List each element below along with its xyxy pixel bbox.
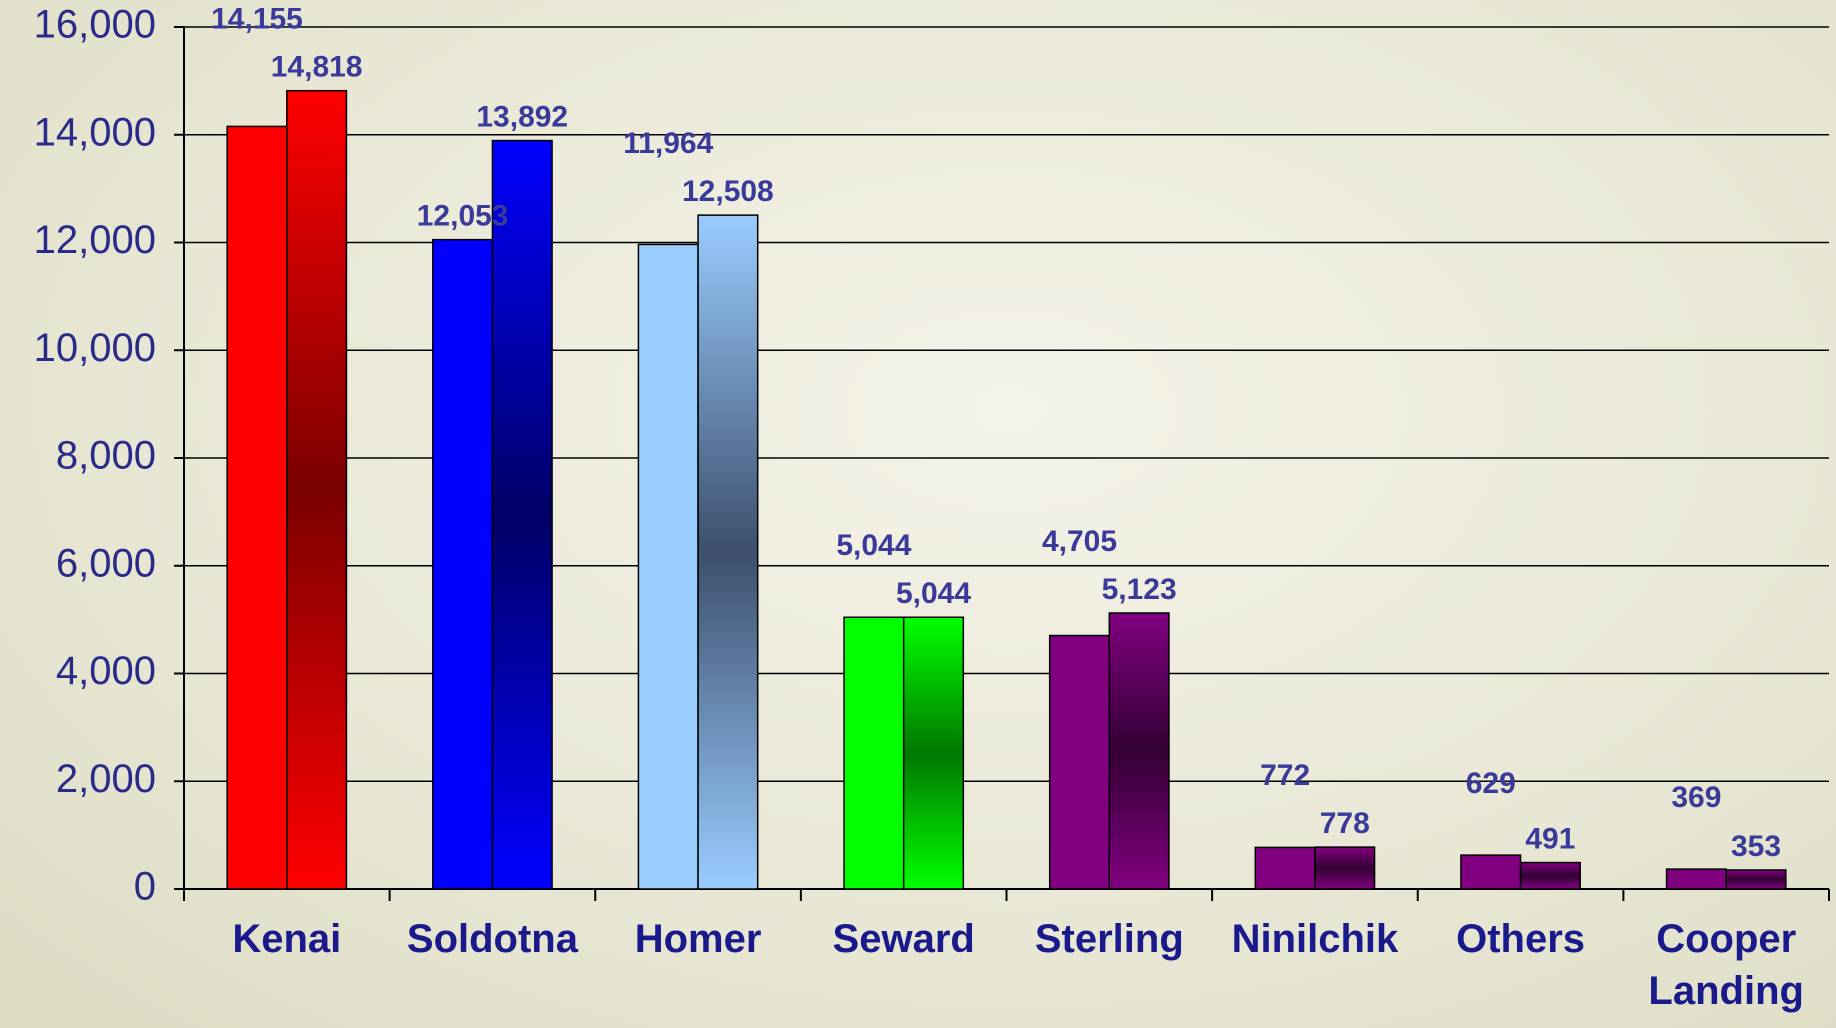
bar xyxy=(1519,861,1581,890)
y-tick-label: 10,000 xyxy=(34,326,156,370)
bar xyxy=(1254,846,1316,890)
value-label: 491 xyxy=(1525,822,1575,855)
bar xyxy=(226,125,288,890)
value-label: 369 xyxy=(1671,781,1721,814)
value-label: 5,123 xyxy=(1102,573,1177,606)
value-label: 13,892 xyxy=(476,100,568,133)
bar xyxy=(843,616,905,890)
y-tick-label: 4,000 xyxy=(56,649,156,693)
bar xyxy=(286,89,348,890)
bar xyxy=(1460,854,1522,890)
bar xyxy=(1108,612,1170,890)
value-label: 12,053 xyxy=(417,200,509,233)
value-label: 353 xyxy=(1731,830,1781,863)
y-tick-label: 8,000 xyxy=(56,434,156,478)
x-tick-label: Ninilchik xyxy=(1231,917,1399,961)
value-label: 4,705 xyxy=(1042,525,1117,558)
bar xyxy=(1048,634,1111,890)
value-label: 629 xyxy=(1466,767,1516,800)
value-label: 12,508 xyxy=(682,175,774,208)
x-tick-label: Homer xyxy=(634,917,762,961)
value-label: 5,044 xyxy=(836,529,911,562)
y-tick-label: 0 xyxy=(134,865,156,909)
x-tick-label: Others xyxy=(1456,917,1586,961)
value-label: 14,155 xyxy=(211,3,303,36)
x-tick-label: Kenai xyxy=(232,917,342,961)
y-tick-label: 14,000 xyxy=(34,110,156,154)
x-tick-label: Cooper Landing xyxy=(1648,917,1804,1013)
x-tick-label: Sterling xyxy=(1034,917,1184,961)
y-tick-label: 16,000 xyxy=(34,3,156,47)
y-tick-label: 12,000 xyxy=(34,218,156,262)
bar xyxy=(491,139,553,890)
x-tick-label: Soldotna xyxy=(406,917,578,961)
bar xyxy=(1314,846,1376,890)
value-label: 5,044 xyxy=(896,577,971,610)
value-label: 778 xyxy=(1320,807,1370,840)
bar xyxy=(432,238,494,890)
y-tick-label: 6,000 xyxy=(56,541,156,585)
value-label: 772 xyxy=(1260,759,1310,792)
bar xyxy=(1725,869,1787,890)
y-tick-label: 2,000 xyxy=(56,757,156,801)
bar xyxy=(902,616,965,890)
bar xyxy=(1665,868,1727,890)
x-tick-label: Seward xyxy=(832,917,975,961)
value-label: 14,818 xyxy=(271,51,363,84)
bar xyxy=(697,214,759,890)
bar xyxy=(637,243,699,890)
value-label: 11,964 xyxy=(623,127,713,160)
